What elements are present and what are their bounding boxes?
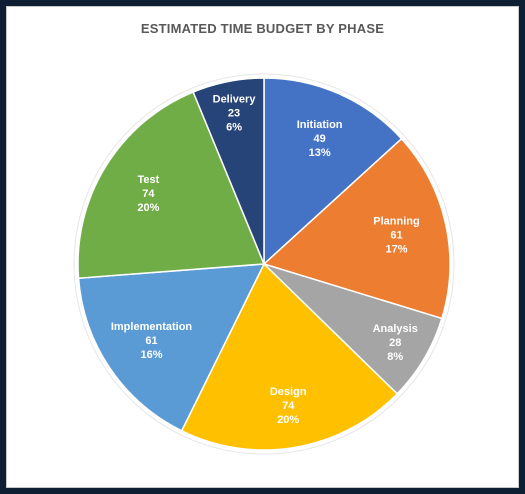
data-label-design: Design 74 20%	[270, 386, 307, 426]
slice-initiation	[263, 77, 403, 266]
chart-frame: ESTIMATED TIME BUDGET BY PHASE Initiatio…	[6, 6, 519, 488]
slice-test	[77, 91, 266, 280]
value-label-planning: 61	[390, 229, 402, 241]
data-label-initiation: Initiation 49 13%	[297, 119, 343, 159]
category-label-implementation: Implementation	[111, 321, 193, 333]
percent-label-analysis: 8%	[387, 351, 403, 363]
value-label-implementation: 61	[145, 335, 157, 347]
percent-label-implementation: 16%	[140, 349, 162, 361]
data-label-planning: Planning 61 17%	[373, 215, 419, 255]
value-label-initiation: 49	[314, 133, 326, 145]
data-label-delivery: Delivery 23 6%	[213, 94, 257, 134]
percent-label-delivery: 6%	[226, 122, 242, 134]
value-label-delivery: 23	[228, 108, 240, 120]
data-label-analysis: Analysis 28 8%	[373, 323, 418, 363]
category-label-initiation: Initiation	[297, 119, 343, 131]
slice-delivery	[192, 77, 265, 265]
category-label-delivery: Delivery	[213, 94, 257, 106]
slice-planning	[262, 137, 451, 320]
value-label-analysis: 28	[389, 337, 401, 349]
pie-chart: Initiation 49 13% Planning 61 17% Analysis 28 8%…	[73, 73, 455, 455]
percent-label-planning: 17%	[385, 243, 407, 255]
data-label-implementation: Implementation 61 16%	[111, 321, 193, 361]
value-label-test: 74	[142, 188, 155, 200]
category-label-planning: Planning	[373, 215, 419, 227]
category-label-analysis: Analysis	[373, 323, 418, 335]
chart-title: ESTIMATED TIME BUDGET BY PHASE	[140, 21, 385, 36]
category-label-test: Test	[137, 174, 159, 186]
value-label-design: 74	[282, 400, 295, 412]
data-label-test: Test 74 20%	[137, 174, 159, 214]
slice-design	[180, 262, 399, 451]
percent-label-test: 20%	[137, 202, 159, 214]
slice-implementation	[77, 263, 266, 432]
percent-label-design: 20%	[277, 414, 299, 426]
percent-label-initiation: 13%	[309, 147, 331, 159]
category-label-design: Design	[270, 386, 307, 398]
